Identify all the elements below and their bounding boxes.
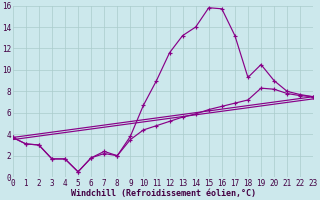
X-axis label: Windchill (Refroidissement éolien,°C): Windchill (Refroidissement éolien,°C) [70, 189, 255, 198]
